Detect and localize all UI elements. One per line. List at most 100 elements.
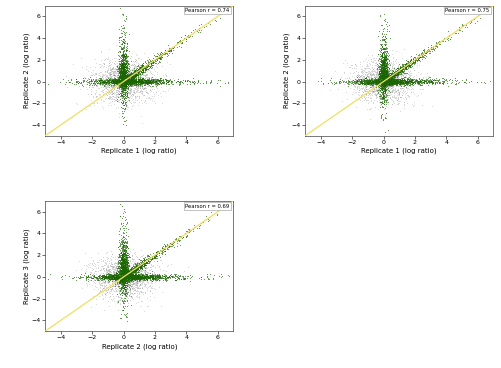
Point [126,273,134,279]
Point [348,74,356,79]
Point [139,62,147,68]
Point [155,274,163,280]
Point [115,81,123,86]
Point [381,46,389,52]
Point [384,52,392,58]
Point [130,72,138,78]
Point [120,275,128,280]
Point [411,57,419,63]
Point [109,77,117,83]
Point [119,74,127,80]
Point [126,279,134,284]
Point [130,79,138,85]
Point [112,83,120,89]
Point [384,78,392,84]
Point [126,277,134,283]
Point [379,81,387,87]
Point [121,268,129,274]
Point [392,81,400,87]
Point [136,275,144,281]
Point [120,54,128,60]
Point [387,77,395,83]
Point [422,78,430,84]
Point [121,90,129,96]
Point [117,78,125,84]
Point [151,253,159,259]
Point [130,85,138,91]
Point [385,76,393,82]
Point [131,272,139,278]
Point [133,292,141,298]
Point [141,260,149,266]
Point [119,62,127,68]
Point [120,262,128,268]
Point [72,78,80,84]
Point [121,275,129,281]
Point [119,268,127,274]
Point [383,89,391,95]
Point [376,74,384,80]
Point [377,73,385,79]
Point [386,89,394,95]
Point [381,66,389,72]
Point [131,75,139,81]
Point [120,79,128,85]
Point [163,59,171,64]
Point [124,251,132,256]
Point [93,275,101,281]
Point [120,64,128,70]
Point [141,79,149,85]
Point [119,86,127,92]
Point [112,273,120,279]
Point [132,266,140,272]
Point [378,60,386,66]
Point [120,85,128,91]
Point [419,50,427,56]
Point [381,85,389,91]
Point [375,79,383,85]
Point [121,80,129,86]
Point [122,248,130,254]
Point [121,266,129,272]
Point [124,95,132,100]
Point [161,276,169,282]
Point [123,243,131,249]
Point [120,64,128,70]
Point [366,71,374,77]
Point [383,81,391,87]
Point [381,80,389,86]
Point [377,63,385,68]
Point [129,77,137,83]
Point [360,88,368,94]
Point [415,50,423,56]
Point [378,53,386,59]
Point [161,274,169,280]
Point [116,270,124,276]
Point [362,82,370,88]
Point [98,292,106,298]
Point [176,79,184,85]
Point [114,78,122,84]
Point [122,70,130,76]
Point [375,64,383,70]
Point [127,71,135,77]
Point [128,277,136,283]
Point [407,61,415,67]
Point [376,79,384,85]
Point [410,79,418,85]
Point [381,82,389,88]
Point [376,82,384,88]
Point [174,275,182,281]
Point [110,77,118,83]
Point [369,79,377,85]
Point [139,70,147,76]
Point [120,79,128,85]
Point [115,253,123,259]
Point [113,271,121,277]
Point [98,277,106,283]
Point [126,272,134,277]
Point [129,79,137,85]
Point [354,77,362,83]
Point [374,80,382,86]
Point [385,78,393,84]
